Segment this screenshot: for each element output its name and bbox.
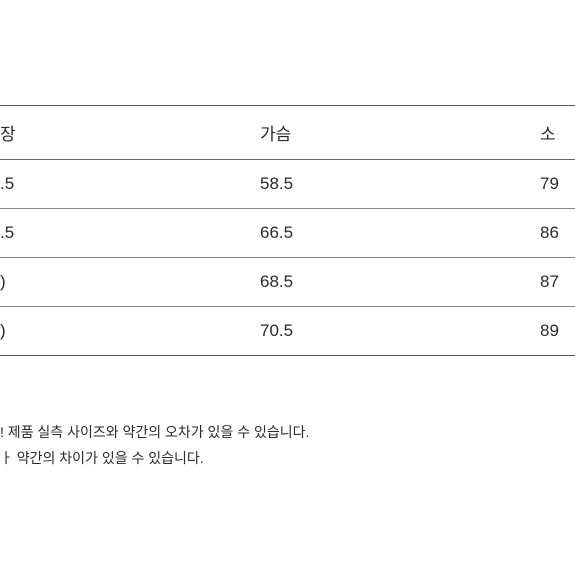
table-row: ) 70.5 89 bbox=[0, 307, 575, 356]
cell-length: ) bbox=[0, 258, 260, 307]
cell-length: .5 bbox=[0, 160, 260, 209]
column-header-length: 장 bbox=[0, 106, 260, 160]
cell-sleeve: 87 bbox=[540, 258, 575, 307]
cell-sleeve: 79 bbox=[540, 160, 575, 209]
cell-sleeve: 86 bbox=[540, 209, 575, 258]
column-header-sleeve: 소 bbox=[540, 106, 575, 160]
size-table-container: 장 가슴 소 .5 58.5 79 .5 66.5 86 ) 68.5 87 bbox=[0, 105, 575, 356]
cell-chest: 66.5 bbox=[260, 209, 540, 258]
note-line-2: ㅏ 약간의 차이가 있을 수 있습니다. bbox=[0, 446, 575, 472]
cell-length: ) bbox=[0, 307, 260, 356]
table-row: ) 68.5 87 bbox=[0, 258, 575, 307]
size-table: 장 가슴 소 .5 58.5 79 .5 66.5 86 ) 68.5 87 bbox=[0, 105, 575, 356]
cell-chest: 68.5 bbox=[260, 258, 540, 307]
cell-chest: 70.5 bbox=[260, 307, 540, 356]
cell-sleeve: 89 bbox=[540, 307, 575, 356]
table-row: .5 58.5 79 bbox=[0, 160, 575, 209]
table-row: .5 66.5 86 bbox=[0, 209, 575, 258]
notes-container: ! 제품 실측 사이즈와 약간의 오차가 있을 수 있습니다. ㅏ 약간의 차이… bbox=[0, 420, 575, 472]
cell-length: .5 bbox=[0, 209, 260, 258]
note-line-1: ! 제품 실측 사이즈와 약간의 오차가 있을 수 있습니다. bbox=[0, 420, 575, 446]
cell-chest: 58.5 bbox=[260, 160, 540, 209]
column-header-chest: 가슴 bbox=[260, 106, 540, 160]
table-header-row: 장 가슴 소 bbox=[0, 106, 575, 160]
